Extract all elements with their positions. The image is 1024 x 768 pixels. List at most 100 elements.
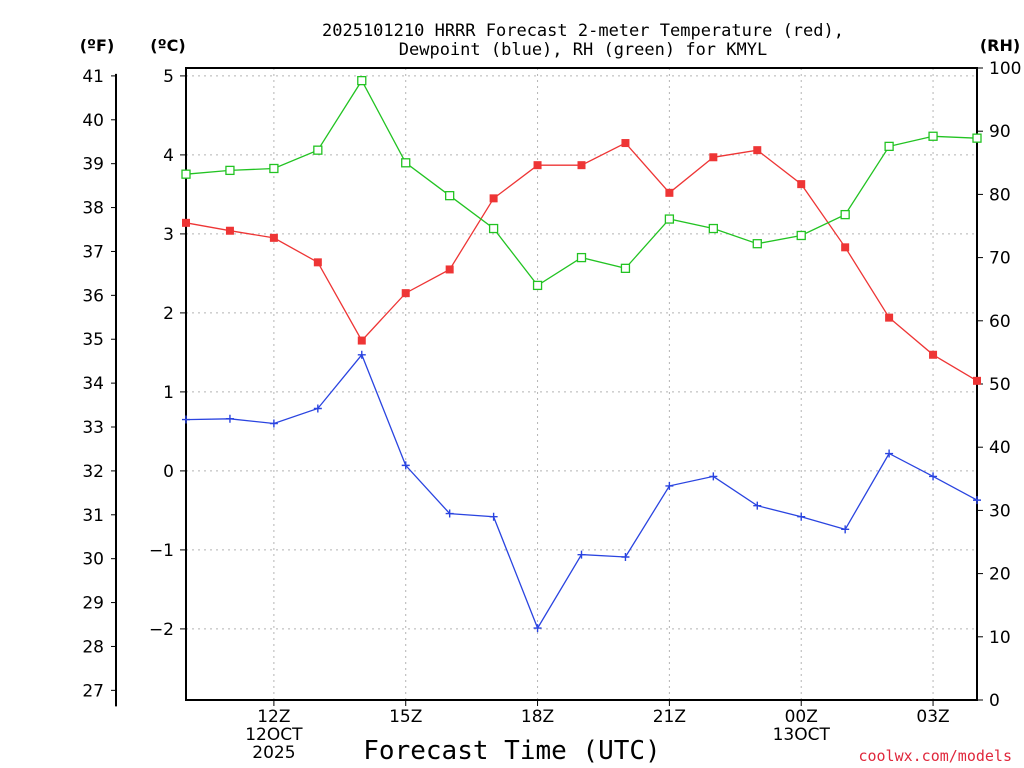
rh-tick-label: 60 <box>989 312 1011 332</box>
temperature-point <box>182 218 190 227</box>
x-tick-label: 00Z <box>785 707 818 727</box>
x-tick-label: 18Z <box>521 707 554 727</box>
temperature-point <box>665 188 674 197</box>
fahrenheit-tick-label: 30 <box>82 550 104 570</box>
fahrenheit-tick-label: 37 <box>82 242 104 262</box>
dewpoint-point <box>973 496 981 505</box>
fahrenheit-tick-label: 41 <box>82 67 104 87</box>
dewpoint-point <box>225 414 234 423</box>
dewpoint-point <box>577 550 586 559</box>
rh-tick-label: 20 <box>989 565 1011 585</box>
temperature-point <box>533 161 542 170</box>
temperature-point <box>489 194 498 203</box>
temperature-point <box>401 289 410 298</box>
temperature-point <box>357 336 366 345</box>
rh-tick-label: 100 <box>989 59 1021 79</box>
fahrenheit-tick-label: 34 <box>82 374 104 394</box>
unit-label-rh: (RH) <box>980 36 1020 55</box>
rh-point <box>752 239 762 249</box>
dewpoint-point <box>841 525 850 534</box>
rh-point <box>664 214 675 224</box>
fahrenheit-tick-label: 39 <box>82 155 104 175</box>
rh-point <box>269 163 279 174</box>
dewpoint-point <box>621 553 630 562</box>
x-axis-title: Forecast Time (UTC) <box>363 736 660 766</box>
rh-tick-label: 50 <box>989 375 1011 395</box>
rh-point <box>488 223 499 234</box>
rh-point <box>840 209 850 220</box>
dewpoint-point <box>269 419 278 428</box>
fahrenheit-tick-label: 38 <box>82 199 104 219</box>
temperature-point <box>445 265 454 274</box>
rh-point <box>445 191 455 201</box>
dewpoint-point <box>665 481 674 490</box>
dewpoint-point <box>797 512 806 521</box>
fahrenheit-tick-label: 33 <box>82 418 104 438</box>
rh-point <box>576 252 587 263</box>
dewpoint-point <box>357 350 366 359</box>
chart-title-line-2: Dewpoint (blue), RH (green) for KMYL <box>399 40 767 60</box>
temperature-point <box>973 376 981 385</box>
dewpoint-point <box>885 449 894 458</box>
rh-point <box>620 263 631 273</box>
celsius-tick-label: 2 <box>163 304 174 324</box>
rh-point <box>708 223 718 234</box>
fahrenheit-tick-label: 40 <box>82 111 104 131</box>
x-tick-label: 03Z <box>916 707 949 727</box>
dewpoint-point <box>313 404 322 413</box>
axes <box>111 67 983 707</box>
fahrenheit-tick-label: 36 <box>82 286 104 306</box>
dewpoint-point <box>533 624 542 633</box>
rh-tick-label: 40 <box>989 438 1011 458</box>
x-tick-label: 13OCT <box>773 725 831 745</box>
fahrenheit-tick-label: 31 <box>82 506 104 526</box>
x-tick-label: 12OCT <box>245 725 303 745</box>
temperature-point <box>753 146 762 155</box>
temperature-point <box>577 161 586 170</box>
x-tick-label: 2025 <box>252 743 295 763</box>
celsius-tick-label: 0 <box>163 462 174 482</box>
dewpoint-point <box>445 509 454 518</box>
rh-point <box>972 133 982 143</box>
credit-text: coolwx.com/models <box>858 747 1012 765</box>
temperature-point <box>797 180 806 189</box>
rh-point <box>532 280 543 291</box>
temperature-point <box>929 350 938 359</box>
celsius-tick-label: 4 <box>163 146 174 166</box>
rh-point <box>928 131 938 141</box>
chart-title-line-1: 2025101210 HRRR Forecast 2-meter Tempera… <box>322 21 844 41</box>
rh-point <box>884 141 894 152</box>
x-tick-label: 12Z <box>257 707 290 727</box>
dewpoint-point <box>182 415 190 424</box>
celsius-tick-label: 3 <box>163 225 174 245</box>
dewpoint-line <box>185 353 978 630</box>
rh-point <box>401 158 411 168</box>
rh-point <box>796 230 806 241</box>
rh-tick-label: 90 <box>989 122 1011 142</box>
rh-point <box>357 75 367 86</box>
temperature-point <box>225 226 234 235</box>
x-tick-label: 15Z <box>389 707 422 727</box>
temperature-point <box>841 243 850 252</box>
celsius-tick-label: 1 <box>163 383 174 403</box>
fahrenheit-tick-label: 32 <box>82 462 104 482</box>
rh-point <box>181 169 191 179</box>
rh-tick-label: 80 <box>989 185 1011 205</box>
dewpoint-point <box>929 472 938 481</box>
rh-tick-label: 30 <box>989 501 1011 521</box>
fahrenheit-tick-label: 28 <box>82 637 104 657</box>
dewpoint-point <box>401 461 410 470</box>
celsius-tick-label: −2 <box>149 620 174 640</box>
temperature-point <box>269 233 278 242</box>
temperature-point <box>709 153 718 162</box>
temperature-point <box>313 258 322 267</box>
fahrenheit-tick-label: 29 <box>82 594 104 614</box>
dewpoint-point <box>753 501 762 510</box>
rh-point <box>313 145 323 155</box>
rh-tick-label: 10 <box>989 628 1011 648</box>
fahrenheit-tick-label: 27 <box>82 681 104 701</box>
temperature-point <box>621 139 630 148</box>
data-series <box>181 75 982 633</box>
unit-label-celsius: (ºC) <box>150 36 185 55</box>
